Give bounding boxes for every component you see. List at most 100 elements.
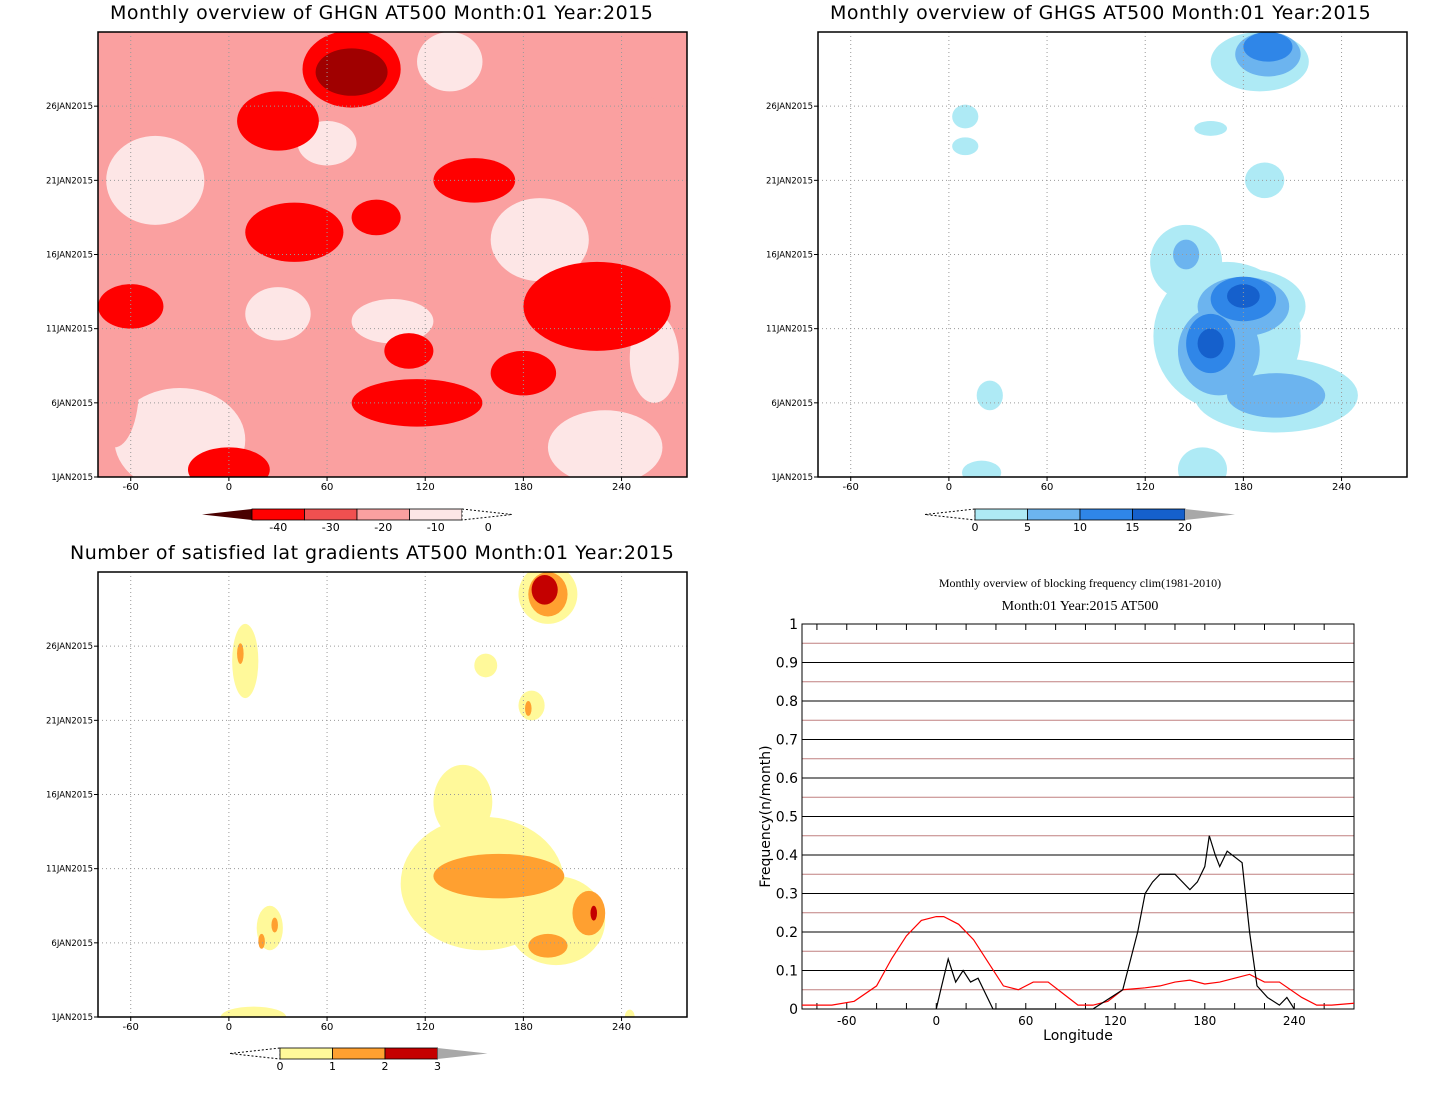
ghgn-contour-blob bbox=[384, 333, 434, 369]
ghgn-ytick-label: 1JAN2015 bbox=[51, 473, 93, 483]
ghgn-contour-blob bbox=[237, 91, 319, 151]
ghgn-colorbar-arrow-right bbox=[461, 508, 513, 521]
ghgs-panel: Monthly overview of GHGS AT500 Month:01 … bbox=[720, 0, 1440, 545]
grad-ytick-label: 26JAN2015 bbox=[46, 642, 93, 652]
grad-colorbar-box bbox=[332, 1047, 386, 1060]
freq-xtick-label: 180 bbox=[1193, 1014, 1216, 1028]
ghgs-ytick-label: 21JAN2015 bbox=[766, 176, 813, 186]
ghgn-title: Monthly overview of GHGN AT500 Month:01 … bbox=[110, 2, 654, 24]
grad-heatmap: -60 0 60 120 180 2401JAN20156JAN201511JAN2015… bbox=[46, 571, 688, 1073]
grad-xtick-label: 240 bbox=[612, 1022, 631, 1033]
ghgn-colorbar-label: 0 bbox=[485, 521, 492, 534]
grad-xtick-label: 0 bbox=[226, 1022, 232, 1033]
ghgn-xtick-label: -60 bbox=[123, 482, 139, 493]
ghgs-contour-blob bbox=[952, 137, 979, 156]
ghgn-colorbar-arrow-left bbox=[202, 509, 252, 520]
grad-ytick-label: 21JAN2015 bbox=[46, 716, 93, 726]
grad-ytick-label: 1JAN2015 bbox=[51, 1013, 93, 1023]
ghgn-ytick-label: 6JAN2015 bbox=[51, 399, 93, 409]
ghgn-xtick-label: 0 bbox=[226, 482, 232, 493]
ghgs-xtick-label: 60 bbox=[1041, 482, 1054, 493]
freq-xtick-label: 120 bbox=[1104, 1014, 1127, 1028]
freq-ytick-label: 0.5 bbox=[776, 810, 798, 826]
grad-contour-blob bbox=[474, 653, 498, 678]
ghgn-panel: Monthly overview of GHGN AT500 Month:01 … bbox=[0, 0, 720, 545]
ghgn-ytick-label: 26JAN2015 bbox=[46, 102, 93, 112]
ghgs-colorbar-box bbox=[1079, 508, 1133, 521]
freq-series-clim-line bbox=[802, 916, 1355, 1006]
ghgs-colorbar-label: 5 bbox=[1024, 521, 1031, 534]
freq-ytick-label: 0.3 bbox=[776, 887, 798, 903]
ghgs-contour-blob bbox=[1243, 32, 1293, 62]
ghgn-ytick-label: 11JAN2015 bbox=[46, 325, 93, 335]
grad-xtick-label: -60 bbox=[123, 1022, 139, 1033]
ghgs-contour-blob bbox=[961, 460, 1002, 477]
ghgn-contour-blob bbox=[179, 76, 246, 121]
ghgn-contour-blob bbox=[245, 202, 344, 262]
freq-panel: Monthly overview of blocking frequency c… bbox=[720, 540, 1440, 1091]
grad-xtick-label: 120 bbox=[416, 1022, 435, 1033]
ghgn-contour-blob bbox=[523, 261, 671, 351]
ghgs-contour-blob bbox=[952, 104, 979, 129]
ghgs-colorbar-label: 15 bbox=[1126, 521, 1140, 534]
ghgs-colorbar-label: 10 bbox=[1073, 521, 1087, 534]
grad-contour-blob bbox=[525, 701, 532, 716]
ghgn-contour-blob bbox=[547, 410, 663, 477]
ghgs-xtick-label: 0 bbox=[946, 482, 952, 493]
grad-contour-blob bbox=[258, 933, 265, 949]
ghgs-ytick-label: 11JAN2015 bbox=[766, 325, 813, 335]
ghgn-contour-blob bbox=[351, 199, 401, 236]
ghgs-ytick-label: 26JAN2015 bbox=[766, 102, 813, 112]
grad-contour-blob bbox=[271, 917, 278, 933]
grad-contour-blob bbox=[624, 1009, 635, 1017]
ghgn-colorbar-box bbox=[409, 508, 463, 521]
ghgn-colorbar-box bbox=[251, 508, 305, 521]
grad-colorbar-label: 3 bbox=[434, 1060, 441, 1073]
ghgn-contour-blob bbox=[277, 439, 360, 477]
ghgn-xtick-label: 240 bbox=[612, 482, 631, 493]
ghgn-colorbar-label: -20 bbox=[374, 521, 392, 534]
grad-contour-blob bbox=[433, 764, 493, 839]
grad-xtick-label: 60 bbox=[321, 1022, 334, 1033]
freq-ytick-label: 0.1 bbox=[776, 964, 798, 980]
freq-ytick-label: 1 bbox=[789, 617, 798, 633]
grad-contour-blob bbox=[220, 1006, 287, 1017]
ghgs-contour-blob bbox=[1177, 447, 1228, 477]
ghgs-heatmap: -60 0 60 120 180 240 1JAN2015 6JAN2015 11JAN2015… bbox=[766, 31, 1408, 534]
freq-ytick-label: 0.8 bbox=[776, 694, 798, 710]
ghgn-ytick-label: 21JAN2015 bbox=[46, 176, 93, 186]
freq-ytick-label: 0.7 bbox=[776, 733, 798, 749]
grad-contour-blob bbox=[232, 623, 259, 699]
ghgs-xtick-label: 240 bbox=[1332, 482, 1351, 493]
grad-contour-blob bbox=[237, 643, 244, 664]
grad-colorbar-label: 0 bbox=[277, 1060, 284, 1073]
ghgn-contour-blob bbox=[490, 198, 589, 282]
freq-ytick-label: 0 bbox=[789, 1002, 798, 1018]
ghgs-xtick-label: 120 bbox=[1136, 482, 1155, 493]
ghgs-colorbar-box bbox=[1132, 508, 1186, 521]
grad-contour-blob bbox=[528, 933, 568, 958]
ghgs-contour-blob bbox=[976, 380, 1003, 411]
freq-ytick-label: 0.4 bbox=[776, 848, 798, 864]
grad-colorbar-label: 2 bbox=[382, 1060, 389, 1073]
grad-colorbar-box bbox=[384, 1047, 438, 1060]
freq-ytick-label: 0.9 bbox=[776, 656, 798, 672]
grad-panel: Number of satisfied lat gradients AT500 … bbox=[0, 540, 720, 1091]
ghgn-field bbox=[98, 32, 679, 477]
freq-xtick-label: -60 bbox=[837, 1014, 857, 1028]
freq-series-2015-line bbox=[935, 835, 1295, 1010]
ghgn-contour-blob bbox=[417, 261, 499, 307]
ghgs-contour-blob bbox=[1245, 162, 1285, 199]
ghgs-ytick-label: 16JAN2015 bbox=[766, 251, 813, 261]
freq-xtick-label: 60 bbox=[1018, 1014, 1033, 1028]
grad-colorbar-box bbox=[279, 1047, 333, 1060]
grad-contour-blob bbox=[531, 574, 558, 605]
ghgn-colorbar-label: -40 bbox=[269, 521, 287, 534]
ghgs-ytick-label: 1JAN2015 bbox=[771, 473, 813, 483]
grad-ytick-label: 16JAN2015 bbox=[46, 791, 93, 801]
ghgn-xtick-label: 120 bbox=[416, 482, 435, 493]
grad-colorbar-arrow-right bbox=[437, 1048, 488, 1059]
ghgs-title: Monthly overview of GHGS AT500 Month:01 … bbox=[830, 2, 1372, 24]
ghgs-contour-blob bbox=[1197, 328, 1224, 359]
grad-contour-blob bbox=[433, 853, 565, 899]
